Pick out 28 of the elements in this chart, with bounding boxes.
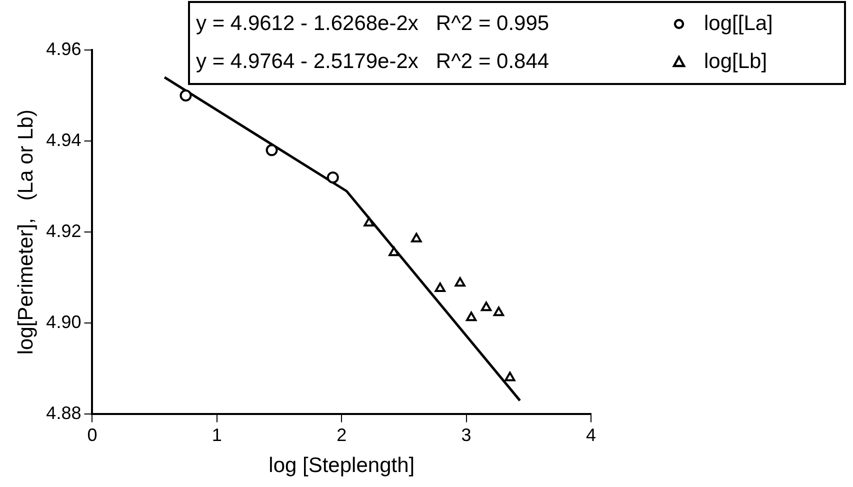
point	[411, 232, 422, 242]
point	[434, 282, 446, 292]
point	[388, 246, 400, 256]
y-tick-label: 4.92	[46, 221, 82, 242]
point	[504, 372, 516, 382]
x-tick-label: 3	[461, 424, 472, 445]
y-tick-label: 4.88	[46, 403, 82, 424]
y-tick-label: 4.94	[46, 130, 82, 150]
point	[480, 302, 492, 312]
legend-label: log[Lb]	[704, 49, 768, 75]
legend-label: log[[La]	[704, 11, 773, 37]
y-tick-label: 4.90	[46, 312, 82, 332]
x-tick-label: 2	[336, 424, 347, 445]
point	[364, 216, 374, 226]
point	[454, 277, 466, 287]
x-tick-label: 0	[87, 424, 98, 445]
point	[326, 171, 339, 184]
y-axis-title: log[Perimeter], (La or Lb)	[14, 110, 38, 355]
x-tick-label: 1	[212, 424, 222, 445]
point	[466, 312, 477, 322]
point	[180, 90, 192, 102]
text: y = 4.9612 - 1.6268e-2x R^2 = 0.995	[196, 11, 550, 37]
point	[493, 306, 504, 316]
x-tick-label: 4	[586, 424, 596, 445]
annotation: y = 4.9764 - 2.5179e-2x R^2 = 0.844	[196, 49, 550, 75]
point	[266, 144, 278, 156]
x-axis-title: log [Steplength]	[268, 454, 415, 478]
y-tick-label: 4.96	[46, 38, 82, 59]
